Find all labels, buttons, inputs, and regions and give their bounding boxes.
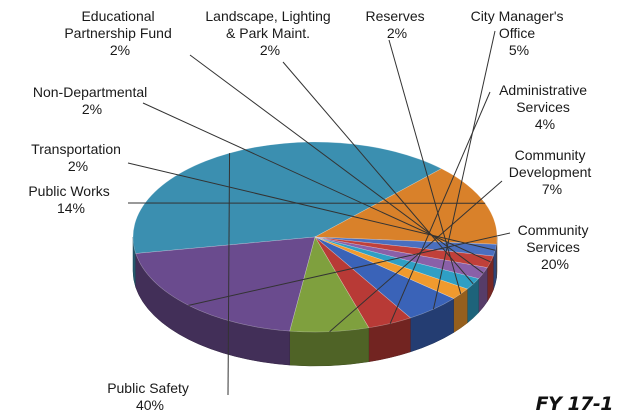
label-community-services: Community Services 20% xyxy=(518,222,593,272)
label-reserves: Reserves 2% xyxy=(365,8,428,41)
pie-depth-layer xyxy=(132,236,498,367)
leader-line-10 xyxy=(188,232,511,306)
label-landscape: Landscape, Lighting & Park Maint. 2% xyxy=(205,8,334,58)
leader-line-6 xyxy=(388,39,462,295)
leader-line-7 xyxy=(432,30,496,310)
label-non-departmental: Non-Departmental 2% xyxy=(33,84,151,117)
label-educational: Educational Partnership Fund 2% xyxy=(64,8,175,58)
leader-line-8 xyxy=(389,91,491,324)
leader-line-9 xyxy=(329,180,503,333)
label-community-development: Community Development 7% xyxy=(509,147,595,197)
slice-transportation xyxy=(314,236,497,257)
leader-line-0 xyxy=(227,153,231,396)
label-city-manager: City Manager's Office 5% xyxy=(471,8,568,58)
leader-line-5 xyxy=(282,61,474,285)
label-transportation: Transportation 2% xyxy=(31,141,125,174)
slice-side-9 xyxy=(289,327,370,367)
label-public-works: Public Works 14% xyxy=(28,183,113,216)
leader-line-4 xyxy=(189,54,484,274)
leader-lines xyxy=(127,30,511,396)
label-public-safety: Public Safety 40% xyxy=(107,380,193,413)
pie-top-layer xyxy=(132,141,498,333)
label-administrative: Administrative Services 4% xyxy=(499,82,591,132)
fiscal-year-label: FY 17-1 xyxy=(535,393,614,415)
